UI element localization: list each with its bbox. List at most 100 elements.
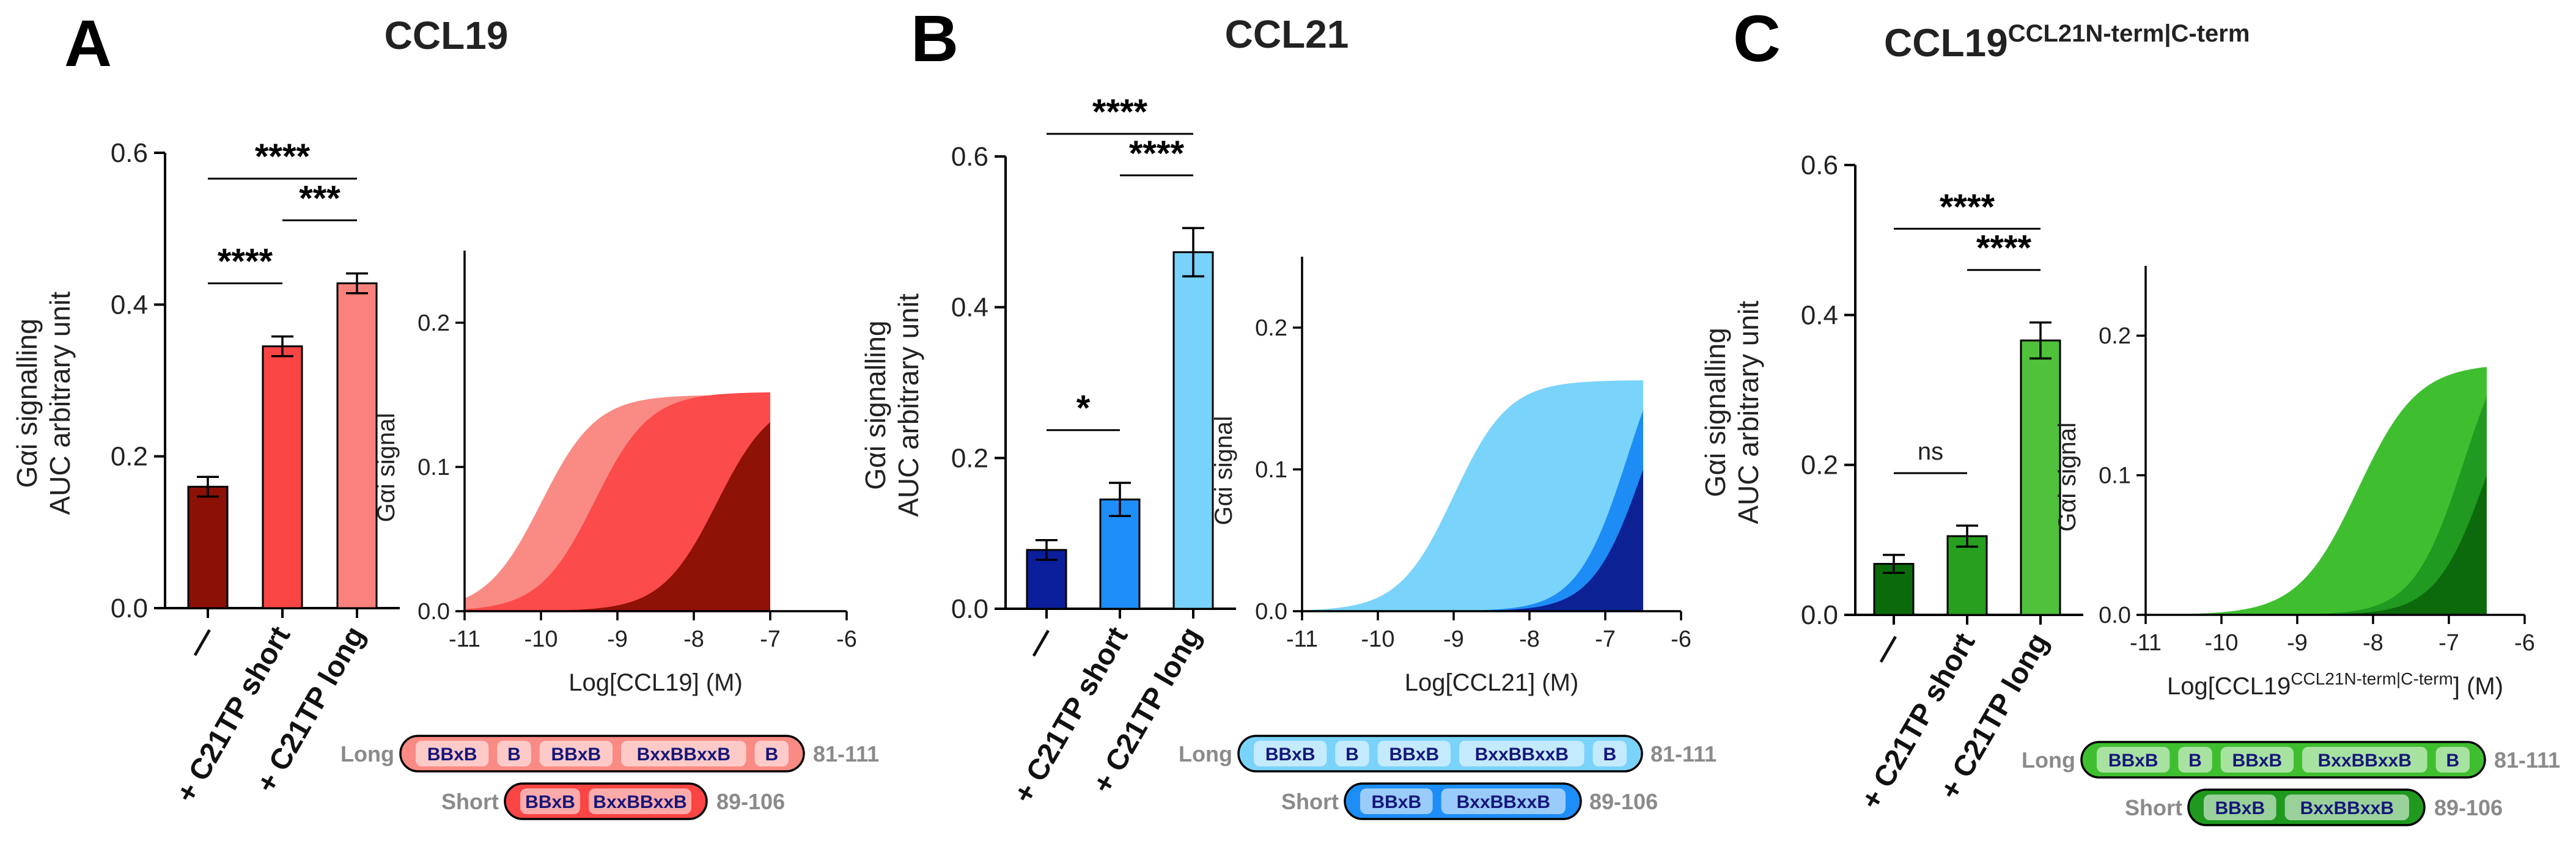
significance-label: ns — [1918, 438, 1943, 465]
peptide-segment-label: B — [1345, 744, 1359, 765]
peptide-name: Short — [2125, 795, 2182, 820]
peptide-segment — [539, 741, 613, 766]
peptide-segment — [621, 741, 746, 766]
curve-x-tick-label: -9 — [1443, 626, 1464, 652]
curve-area-series — [2146, 367, 2487, 615]
y-tick-label: 0.4 — [951, 293, 988, 323]
curve-area-series — [1302, 380, 1643, 611]
y-axis-title: Gαi signalling AUC arbitrary unit — [859, 293, 924, 517]
y-axis-title-line1: Gαi signalling — [11, 318, 43, 488]
peptide-segment-label: BBxB — [2108, 751, 2158, 771]
curve-y-tick-label: 0.1 — [418, 455, 450, 480]
curve-x-tick-label: -9 — [2287, 630, 2308, 656]
curve-area-series — [1302, 469, 1643, 611]
curve-x-tick-label: -11 — [2130, 630, 2162, 656]
significance-label: **** — [1940, 187, 1995, 227]
y-axis-title-line1: Gαi signalling — [859, 320, 891, 490]
peptide-segment-label: B — [507, 744, 521, 765]
peptide-segment — [1335, 741, 1369, 766]
curve-x-axis-title: Log[CCL19CCL21N-term|C-term] (M) — [2167, 669, 2503, 700]
peptide-range: 89-106 — [1589, 789, 1658, 814]
y-tick-label: 0.0 — [1801, 600, 1838, 630]
peptide-segment — [754, 741, 789, 766]
peptide-segment-label: B — [2188, 751, 2202, 771]
curve-y-tick-label: 0.1 — [1255, 457, 1287, 483]
panel-letter: A — [64, 6, 112, 80]
peptide-range: 89-106 — [716, 789, 785, 814]
significance-label: * — [1076, 389, 1091, 428]
peptide-schematics: Long BBxB B BBxB BxxBBxxB B 81-111 Short BBxB Bxx… — [340, 735, 879, 820]
panel-c: C CCL19CCL21N-term|C-term 0.0 0.2 0.4 0.6 Gαi … — [1699, 1, 2560, 826]
x-category-label: — — [1018, 622, 1061, 663]
peptide-segment — [589, 788, 691, 814]
peptide-segment-label: BxxBBxxB — [2318, 751, 2412, 771]
y-tick-label: 0.4 — [111, 290, 148, 320]
significance-label: **** — [1092, 92, 1148, 132]
peptide-long: Long BBxB B BBxB BxxBBxxB B 81-111 — [340, 735, 879, 773]
peptide-segment — [2284, 795, 2409, 820]
peptide-long: Long BBxB B BBxB BxxBBxxB B 81-111 — [1179, 735, 1717, 773]
panel-b: B CCL21 0.0 0.2 0.4 0.6 Gαi signalling AUC arbi… — [859, 1, 1717, 820]
y-tick-label: 0.6 — [951, 142, 988, 172]
peptide-segment-label: BBxB — [525, 792, 575, 812]
bar-chart: 0.0 0.2 0.4 0.6 Gαi signalling AUC arbitrary … — [11, 137, 400, 808]
curve-x-tick-label: -10 — [2205, 630, 2239, 656]
bar-chart: 0.0 0.2 0.4 0.6 Gαi signalling AUC arbitrary … — [859, 92, 1236, 809]
panel-title: CCL21 — [1225, 12, 1349, 56]
peptide-name: Long — [1179, 741, 1232, 766]
curve-y-tick-label: 0.0 — [1255, 599, 1287, 625]
peptide-segment-label: BBxB — [2232, 751, 2283, 771]
curve-x-tick-label: -6 — [836, 626, 857, 652]
peptide-segment — [2220, 747, 2294, 773]
peptide-segment — [1441, 788, 1566, 814]
curve-x-tick-label: -11 — [1286, 626, 1318, 652]
peptide-range: 81-111 — [2494, 747, 2560, 773]
curve-y-tick-label: 0.2 — [418, 310, 450, 336]
curve-y-tick-label: 0.2 — [1255, 315, 1287, 341]
y-tick-label: 0.6 — [111, 138, 148, 168]
y-tick-label: 0.2 — [951, 443, 988, 473]
peptide-segment — [2204, 795, 2276, 820]
peptide-segment-label: BBxB — [1265, 744, 1316, 765]
peptide-name: Long — [340, 741, 394, 766]
y-axis-title-line1: Gαi signalling — [1699, 328, 1731, 497]
y-tick-label: 0.0 — [951, 594, 988, 624]
curve-y-axis-title: Gαi signal — [373, 413, 400, 523]
significance-label: **** — [218, 242, 273, 282]
peptide-range: 81-111 — [813, 741, 879, 766]
curve-chart: 0.0 0.1 0.2 -11 -10 -9 -8 -7 -6 Log[CCL21] (M) Gαi… — [1210, 257, 1691, 696]
curve-y-tick-label: 0.2 — [2099, 323, 2131, 349]
y-axis-title-line2: AUC arbitrary unit — [44, 292, 76, 515]
panel-title-superscript: CCL21N-term|C-term — [2008, 20, 2250, 47]
y-axis-title: Gαi signalling AUC arbitrary unit — [11, 292, 76, 515]
curve-area-series — [465, 422, 770, 611]
peptide-segment-label: BxxBBxxB — [1457, 792, 1550, 812]
curve-x-tick-label: -7 — [760, 626, 781, 652]
peptide-name: Short — [1281, 789, 1339, 814]
curve-x-tick-label: -11 — [449, 626, 480, 652]
peptide-segment — [520, 788, 580, 814]
peptide-segment — [1254, 741, 1327, 766]
peptide-segment-label: BxxBBxxB — [1475, 744, 1569, 765]
y-tick-label: 0.6 — [1801, 150, 1838, 180]
bar — [1946, 535, 1988, 616]
peptide-segment-label: BBxB — [427, 744, 477, 765]
y-tick-label: 0.4 — [1801, 300, 1838, 330]
bar — [187, 485, 229, 609]
peptide-segment — [416, 741, 489, 766]
curve-x-axis-title: Log[CCL21] (M) — [1405, 669, 1579, 696]
peptide-segment-label: BxxBBxxB — [593, 792, 686, 812]
peptide-segment-label: B — [765, 744, 778, 765]
curve-x-tick-label: -8 — [683, 626, 704, 652]
peptide-short: Short BBxB BxxBBxxB 89-106 — [441, 782, 785, 820]
bar — [262, 345, 303, 609]
y-tick-label: 0.0 — [111, 593, 148, 623]
peptide-segment-label: BBxB — [2215, 798, 2265, 818]
peptide-segment-label: B — [2446, 751, 2459, 771]
peptide-segment — [1377, 741, 1451, 766]
panel-title: CCL19 — [385, 13, 509, 57]
bar — [336, 282, 378, 609]
peptide-segment-label: BBxB — [551, 744, 602, 765]
curve-x-tick-label: -10 — [524, 626, 558, 652]
peptide-range: 81-111 — [1650, 741, 1717, 766]
